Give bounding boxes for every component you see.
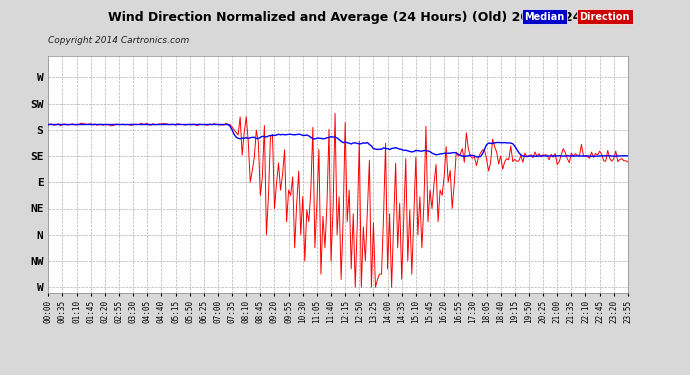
Text: Wind Direction Normalized and Average (24 Hours) (Old) 20140924: Wind Direction Normalized and Average (2… xyxy=(108,11,582,24)
Text: Direction: Direction xyxy=(580,12,630,22)
Text: Copyright 2014 Cartronics.com: Copyright 2014 Cartronics.com xyxy=(48,36,190,45)
Text: Median: Median xyxy=(524,12,564,22)
